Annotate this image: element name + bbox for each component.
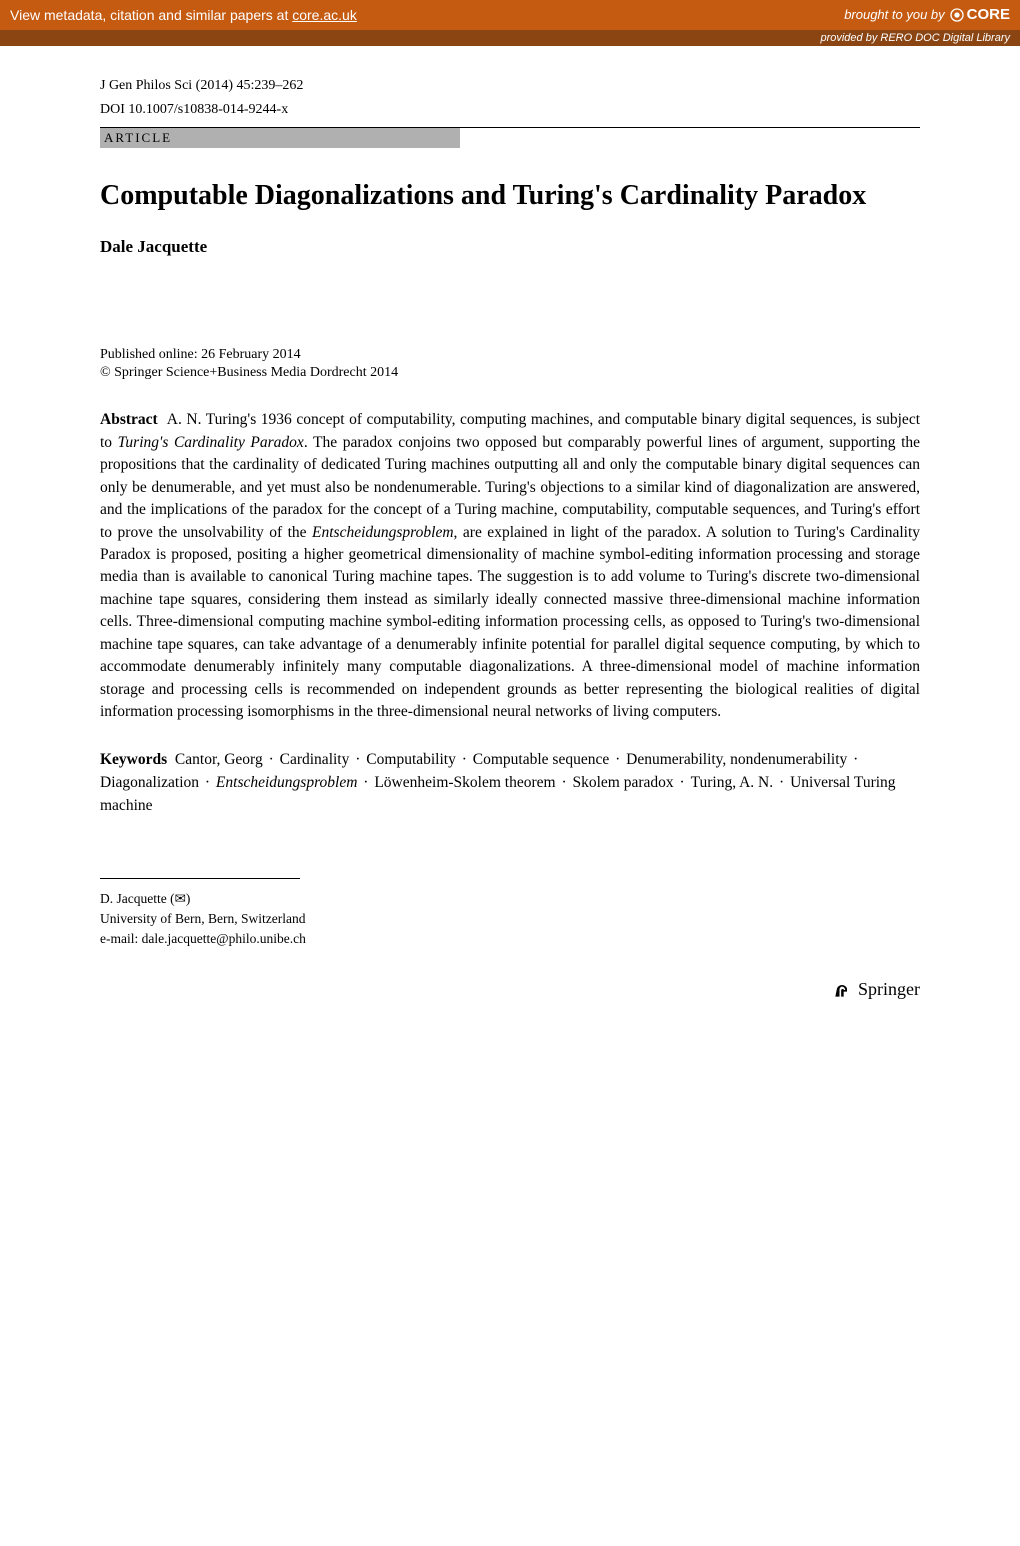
footer-rule bbox=[100, 878, 300, 879]
kw-sep: · bbox=[849, 751, 858, 768]
pub-date: Published online: 26 February 2014 bbox=[100, 347, 920, 363]
abstract: Abstract A. N. Turing's 1936 concept of … bbox=[100, 409, 920, 724]
keyword-0: Cantor, Georg bbox=[175, 751, 263, 768]
kw-sep: · bbox=[458, 751, 471, 768]
affiliation: University of Bern, Bern, Switzerland bbox=[100, 909, 920, 929]
provided-bar: provided by RERO DOC Digital Library bbox=[0, 30, 1020, 46]
keyword-1: Cardinality bbox=[280, 751, 350, 768]
core-logo: CORE bbox=[949, 6, 1010, 23]
keywords: Keywords Cantor, Georg · Cardinality · C… bbox=[100, 748, 920, 818]
kw-sep: · bbox=[265, 751, 278, 768]
provided-prefix: provided by bbox=[820, 32, 880, 44]
keyword-2: Computability bbox=[366, 751, 456, 768]
banner-prefix: View metadata, citation and similar pape… bbox=[10, 7, 292, 23]
brought-by: brought to you by CORE bbox=[844, 6, 1010, 23]
author-info: D. Jacquette (✉) University of Bern, Ber… bbox=[100, 889, 920, 950]
brought-by-text: brought to you by bbox=[844, 7, 944, 22]
kw-sep: · bbox=[201, 774, 214, 791]
doi: DOI 10.1007/s10838-014-9244-x bbox=[100, 100, 920, 120]
citation: J Gen Philos Sci (2014) 45:239–262 bbox=[100, 76, 920, 96]
keyword-a1: Skolem paradox bbox=[572, 774, 673, 791]
abstract-italic-2: Entscheidungsproblem bbox=[312, 524, 454, 541]
kw-sep: · bbox=[775, 774, 788, 791]
keyword-4: Denumerability, nondenumerability bbox=[626, 751, 847, 768]
keyword-3: Computable sequence bbox=[473, 751, 609, 768]
abstract-label: Abstract bbox=[100, 411, 158, 428]
springer-horse-icon bbox=[832, 980, 852, 1000]
core-icon bbox=[949, 7, 965, 23]
page-content: J Gen Philos Sci (2014) 45:239–262 DOI 1… bbox=[0, 46, 1020, 1040]
paper-title: Computable Diagonalizations and Turing's… bbox=[100, 178, 920, 213]
kw-sep: · bbox=[359, 774, 372, 791]
kw-sep: · bbox=[351, 751, 364, 768]
banner-left: View metadata, citation and similar pape… bbox=[10, 7, 357, 23]
core-banner: View metadata, citation and similar pape… bbox=[0, 0, 1020, 30]
abstract-italic-1: Turing's Cardinality Paradox bbox=[118, 434, 304, 451]
copyright: © Springer Science+Business Media Dordre… bbox=[100, 365, 920, 381]
keywords-label: Keywords bbox=[100, 751, 167, 768]
core-link[interactable]: core.ac.uk bbox=[292, 7, 357, 23]
keyword-5: Diagonalization bbox=[100, 774, 199, 791]
kw-sep: · bbox=[676, 774, 689, 791]
publisher-logo: Springer bbox=[100, 979, 920, 1000]
core-text: CORE bbox=[967, 6, 1010, 23]
keyword-a2: Turing, A. N. bbox=[691, 774, 774, 791]
article-badge-text: ARTICLE bbox=[100, 130, 172, 145]
provided-provider: RERO DOC Digital Library bbox=[880, 32, 1010, 44]
abstract-text-3: , are explained in light of the paradox.… bbox=[100, 524, 920, 721]
author-email: e-mail: dale.jacquette@philo.unibe.ch bbox=[100, 929, 920, 949]
kw-sep: · bbox=[611, 751, 624, 768]
keyword-italic: Entscheidungsproblem bbox=[216, 774, 358, 791]
kw-sep: · bbox=[558, 774, 571, 791]
publisher-name: Springer bbox=[858, 979, 920, 1000]
author-name: Dale Jacquette bbox=[100, 237, 920, 257]
keyword-a0: Löwenheim-Skolem theorem bbox=[374, 774, 555, 791]
banner-right: brought to you by CORE bbox=[844, 6, 1010, 24]
corresponding-author: D. Jacquette (✉) bbox=[100, 889, 920, 909]
article-badge: ARTICLE bbox=[100, 128, 460, 148]
